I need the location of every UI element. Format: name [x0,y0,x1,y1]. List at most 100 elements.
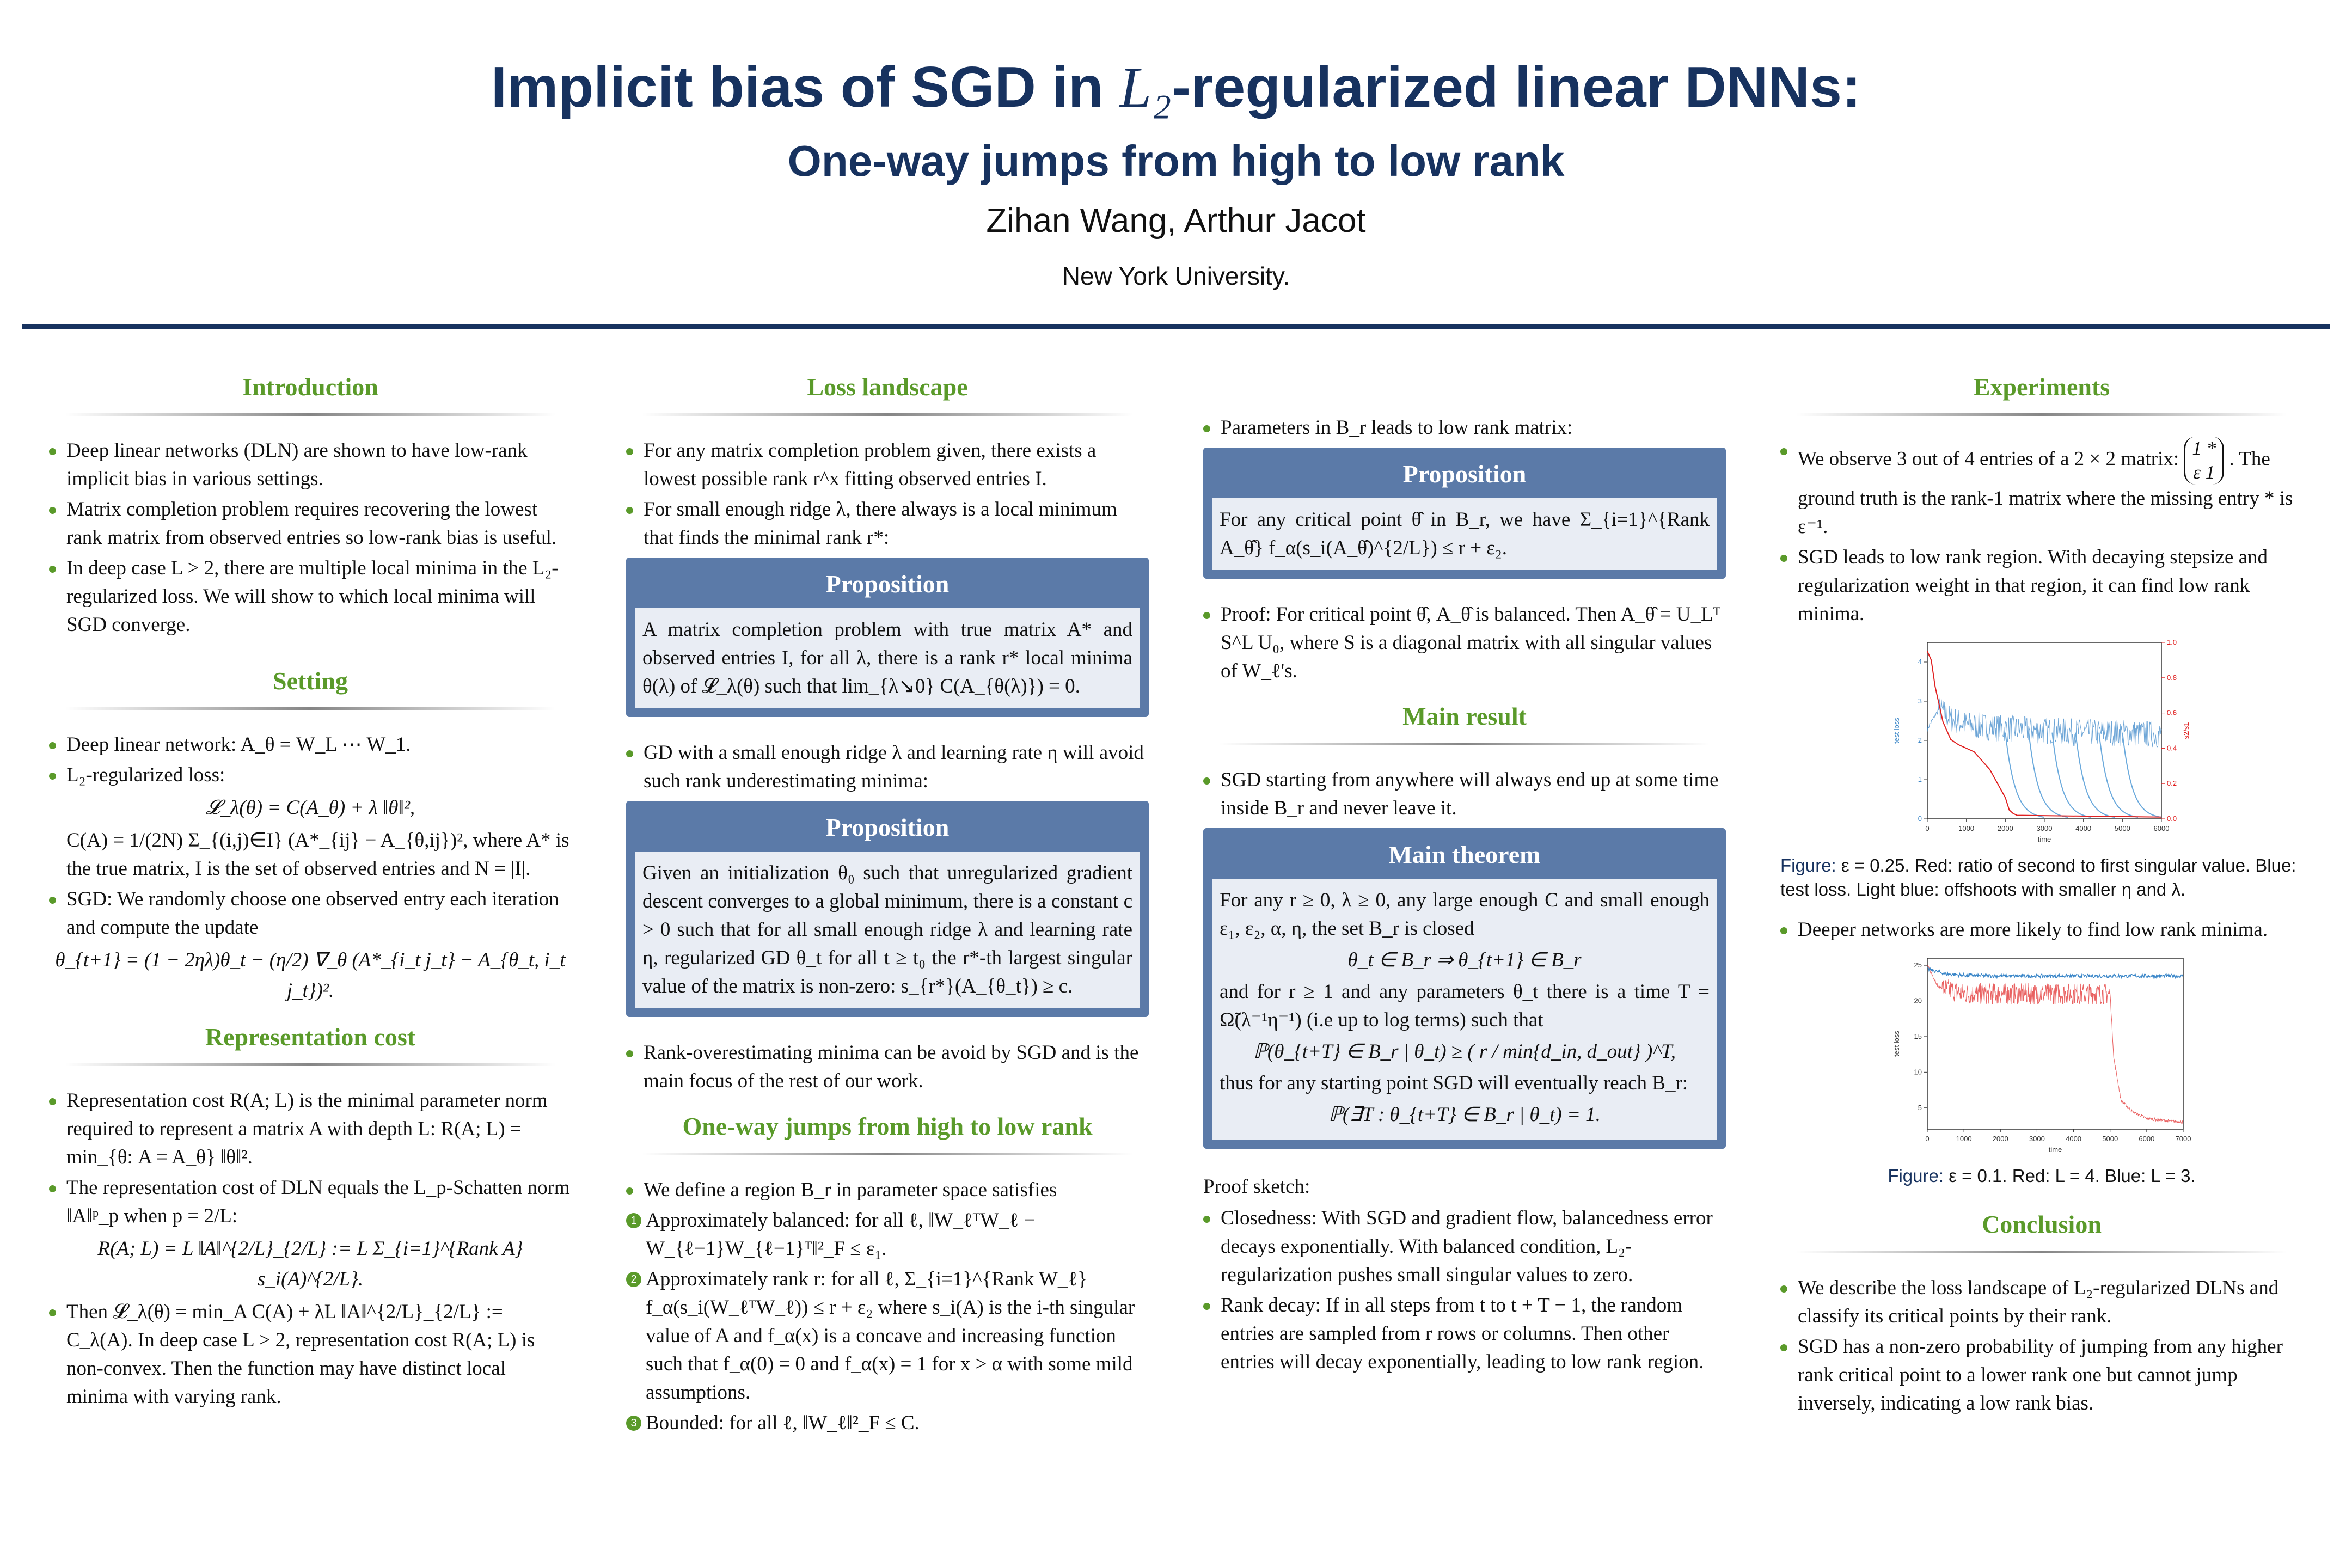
section-divider [1220,743,1710,745]
section-divider [1797,413,2287,416]
x-tick-label: 6000 [2154,824,2170,832]
conclusion-heading: Conclusion [1982,1210,2102,1238]
y2-tick-label: 1.0 [2167,638,2177,646]
list-item: Representation cost R(A; L) is the minim… [49,1087,572,1172]
y-tick-label: 25 [1914,961,1922,969]
x-tick-label: 7000 [2176,1135,2191,1143]
section-divider [65,1063,555,1066]
plot-frame [1927,958,2184,1130]
x-tick-label: 1000 [1958,824,1974,832]
y-tick-label: 20 [1914,997,1922,1005]
loss-landscape-heading: Loss landscape [807,373,968,401]
y-tick-label: 3 [1918,697,1922,705]
section-divider [65,413,555,416]
series-blue-line [1927,966,2184,979]
series-offshoot-line [2098,732,2139,818]
section-divider [642,413,1132,416]
y-tick-label: 4 [1918,658,1922,666]
y-tick-label: 0 [1918,814,1922,823]
y-tick-label: 2 [1918,736,1922,744]
col3-list: Parameters in B_r leads to low rank matr… [1203,414,1726,442]
list-item: SGD starting from anywhere will always e… [1203,766,1726,823]
list-item: L₂-regularized loss: [49,761,572,789]
proposition-box: Proposition Given an initialization θ₀ s… [626,801,1149,1017]
figure-2: 0 1000 2000 3000 4000 5000 6000 7000 5 10 15 20 25 ti… [1889,950,2194,1156]
proposition-title: Proposition [825,570,950,598]
column-4: Experiments We observe 3 out of 4 entrie… [1780,359,2303,1420]
y-tick-label: 5 [1918,1104,1922,1112]
series-offshoot-line [2075,732,2115,818]
main-theorem-box: Main theorem For any r ≥ 0, λ ≥ 0, any l… [1203,828,1726,1149]
y2-tick-label: 0.0 [2167,814,2177,823]
one-way-list: We define a region B_r in parameter spac… [626,1176,1149,1437]
figure-2-caption: Figure: ε = 0.1. Red: L = 4. Blue: L = 3… [1888,1166,2196,1186]
equation: ℙ(θ_{t+T} ∈ B_r | θ_t) ≥ ( r / min{d_in,… [1253,1040,1676,1063]
one-way-heading: One-way jumps from high to low rank [682,1112,1093,1140]
x-tick-label: 5000 [2115,824,2130,832]
equation: 𝓛_λ(θ) = C(A_θ) + λ ‖θ‖², [205,797,415,819]
representation-list-2: Then 𝓛_λ(θ) = min_A C(A) + λL ‖A‖^{2/L}_… [49,1298,572,1411]
equation: θ_{t+1} = (1 − 2ηλ)θ_t − (η/2) ∇_θ (A*_{… [55,949,566,1002]
equation: ℙ(∃T : θ_{t+T} ∈ B_r | θ_t) = 1. [1328,1104,1601,1126]
list-item: Deep linear network: A_θ = W_L ⋯ W_1. [49,731,572,759]
y-tick-label: 1 [1918,775,1922,783]
series-red-line [1927,651,2162,818]
setting-list: Deep linear network: A_θ = W_L ⋯ W_1. L₂… [49,731,572,789]
x-tick-label: 4000 [2066,1135,2081,1143]
list-item: Rank decay: If in all steps from t to t … [1203,1291,1726,1376]
matrix: 1 * ε 1 [2184,437,2225,485]
figure-1: 0 1000 2000 3000 4000 5000 6000 0 1 2 3 4 time test l… [1889,634,2194,846]
proof-sketch-list: Closedness: With SGD and gradient flow, … [1203,1204,1726,1376]
introduction-list: Deep linear networks (DLN) are shown to … [49,437,572,639]
theorem-text: thus for any starting point SGD will eve… [1220,1072,1688,1094]
poster-title: Implicit bias of SGD in L₂-regularized l… [491,55,1861,119]
theorem-text: and for r ≥ 1 and any parameters θ_t the… [1220,981,1710,1031]
theorem-body: For any r ≥ 0, λ ≥ 0, any large enough C… [1212,879,1717,1140]
equation: θ_t ∈ B_r ⇒ θ_{t+1} ∈ B_r [1347,949,1582,971]
list-item: Closedness: With SGD and gradient flow, … [1203,1204,1726,1289]
column-3: Parameters in B_r leads to low rank matr… [1203,414,1726,1379]
y-axis-label: test loss [1892,1031,1901,1057]
list-item: GD with a small enough ridge λ and learn… [626,739,1149,795]
x-tick-label: 2000 [1993,1135,2008,1143]
series-blue-line [1927,697,2162,748]
chart-1: 0 1000 2000 3000 4000 5000 6000 0 1 2 3 4 time test l… [1892,638,2190,843]
y-axis-label: test loss [1892,718,1901,744]
list-item: SGD has a non-zero probability of jumpin… [1780,1333,2303,1418]
list-item: For small enough ridge λ, there always i… [626,495,1149,552]
x-tick-label: 4000 [2075,824,2091,832]
list-item: Matrix completion problem requires recov… [49,495,572,552]
list-item: In deep case L > 2, there are multiple l… [49,554,572,639]
x-tick-label: 3000 [2037,824,2053,832]
loss-landscape-list-3: Rank-overestimating minima can be avoid … [626,1039,1149,1095]
x-tick-label: 2000 [1998,824,2013,832]
x-tick-label: 1000 [1956,1135,1972,1143]
series-offshoot-line [2122,732,2162,818]
plot-frame [1927,642,2162,819]
loss-landscape-list-2: GD with a small enough ridge λ and learn… [626,739,1149,795]
list-item: For any matrix completion problem given,… [626,437,1149,493]
section-divider [642,1153,1132,1155]
authors: Zihan Wang, Arthur Jacot [986,202,1366,240]
number-badge: 3 [626,1416,641,1431]
section-divider [1797,1251,2287,1253]
series-offshoot-line [2051,732,2092,818]
list-item: The representation cost of DLN equals th… [49,1174,572,1230]
y2-tick-label: 0.2 [2167,779,2177,787]
proposition-box: Proposition For any critical point θ̂ in… [1203,448,1726,579]
proposition-body: For any critical point θ̂ in B_r, we hav… [1212,498,1717,570]
numbered-item: 3 Bounded: for all ℓ, ‖W_ℓ‖²_F ≤ C. [626,1409,1149,1437]
proposition-title: Proposition [1402,460,1527,488]
x-axis-label: time [2038,835,2051,843]
y-tick-label: 10 [1914,1068,1922,1076]
numbered-item: 2 Approximately rank r: for all ℓ, Σ_{i=1… [626,1265,1149,1407]
proposition-title: Proposition [825,813,950,841]
list-item: Deeper networks are more likely to find … [1780,916,2303,944]
list-item: SGD leads to low rank region. With decay… [1780,543,2303,628]
list-item: Rank-overestimating minima can be avoid … [626,1039,1149,1095]
number-badge: 1 [626,1213,641,1228]
list-item: We define a region B_r in parameter spac… [626,1176,1149,1204]
list-item: Proof: For critical point θ̂, A_θ̂ is ba… [1203,601,1726,685]
list-item: We describe the loss landscape of L₂-reg… [1780,1274,2303,1331]
y2-tick-label: 0.8 [2167,673,2177,682]
